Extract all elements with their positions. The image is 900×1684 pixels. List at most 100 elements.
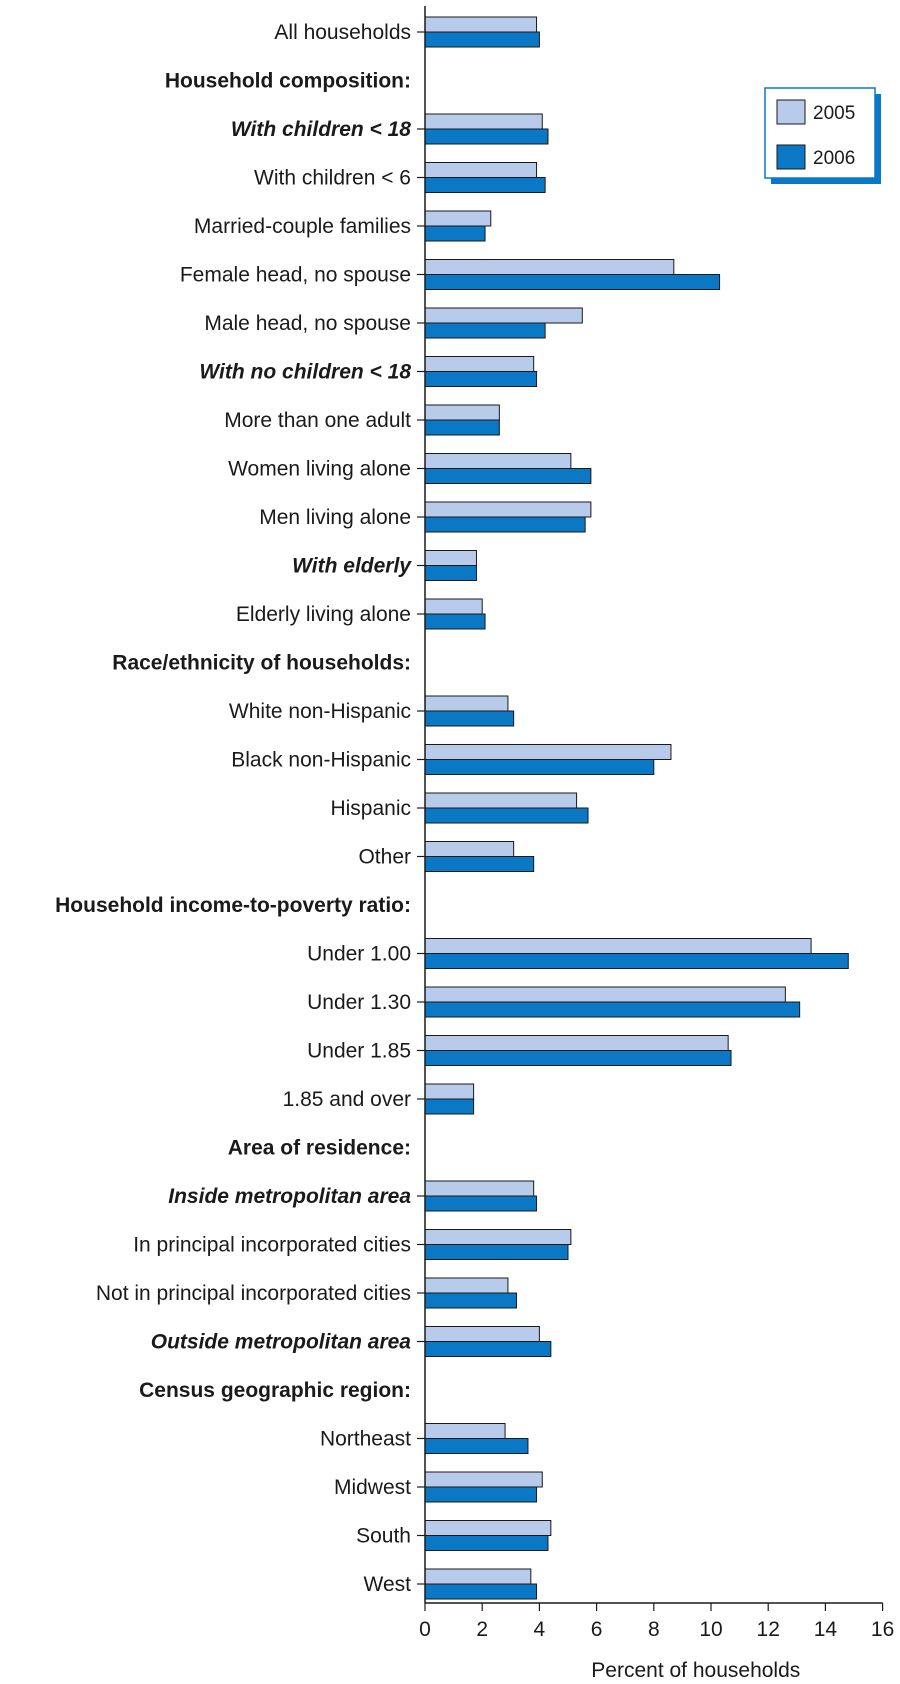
bar-2006-female-head-no-spouse (424, 274, 721, 290)
category-label-under-1-00: Under 1.00 (307, 943, 411, 966)
category-label-white-non-hispanic: White non-Hispanic (229, 700, 411, 723)
bar-2005-with-children-18 (424, 113, 543, 130)
category-label-household-composition: Household composition: (165, 70, 411, 93)
bar-2005-men-living-alone (424, 501, 592, 518)
x-tick-label: 12 (757, 1618, 780, 1641)
bar-2005-women-living-alone (424, 453, 572, 469)
bar-2005-west (424, 1568, 532, 1585)
bar-2005-under-1-30 (424, 986, 786, 1003)
x-tick-label: 8 (648, 1618, 660, 1641)
bar-2006-male-head-no-spouse (424, 322, 546, 339)
category-label-married-couple-families: Married-couple families (194, 215, 411, 238)
bar-2006-northeast (424, 1438, 529, 1454)
bar-2005-other (424, 841, 515, 857)
category-label-with-elderly: With elderly (292, 555, 412, 578)
category-label-census-geographic-region: Census geographic region: (139, 1379, 411, 1402)
bar-2006-south (424, 1535, 549, 1551)
bars-layer (424, 16, 849, 1600)
category-label-with-no-children-18: With no children < 18 (199, 361, 411, 384)
category-label-under-1-85: Under 1.85 (307, 1040, 411, 1063)
category-label-not-in-principal-incorporated-cities: Not in principal incorporated cities (96, 1282, 411, 1305)
x-tick-label: 0 (419, 1618, 431, 1641)
bar-2005-married-couple-families (424, 210, 492, 227)
legend-label-2006: 2006 (813, 148, 855, 169)
category-label-inside-metropolitan-area: Inside metropolitan area (168, 1185, 411, 1208)
bar-2006-white-non-hispanic (424, 710, 515, 727)
category-label-household-income-to-poverty-ratio: Household income-to-poverty ratio: (55, 894, 411, 917)
x-axis: 0 2 4 6 8 10 12 14 16 (417, 6, 894, 1641)
category-label-midwest: Midwest (334, 1476, 411, 1499)
category-label-all-households: All households (274, 21, 411, 44)
category-label-male-head-no-spouse: Male head, no spouse (204, 312, 411, 335)
bar-2005-with-no-children-18 (424, 356, 535, 372)
bar-2005-elderly-living-alone (424, 598, 483, 615)
bar-2005-outside-metropolitan-area (424, 1326, 540, 1342)
bar-2005-under-1-00 (424, 938, 812, 954)
bar-2005-in-principal-incorporated-cities (424, 1229, 572, 1245)
bar-2005-black-non-hispanic (424, 744, 672, 760)
bar-2005-with-children-6 (424, 162, 538, 178)
category-label-race-ethnicity-of-households: Race/ethnicity of households: (112, 652, 411, 675)
category-label-west: West (364, 1573, 412, 1596)
category-label-northeast: Northeast (320, 1428, 411, 1451)
x-tick-label: 10 (699, 1618, 722, 1641)
bar-2006-midwest (424, 1486, 538, 1503)
bar-2005-south (424, 1520, 552, 1536)
bar-2006-men-living-alone (424, 516, 586, 533)
bar-2006-with-children-18 (424, 128, 549, 145)
bar-2006-outside-metropolitan-area (424, 1341, 552, 1357)
bar-2006-with-children-6 (424, 177, 546, 193)
category-label-1-85-and-over: 1.85 and over (283, 1088, 411, 1111)
category-label-with-children-18: With children < 18 (231, 118, 411, 141)
category-label-under-1-30: Under 1.30 (307, 991, 411, 1014)
legend-swatch-2005 (776, 99, 806, 125)
bar-2005-not-in-principal-incorporated-cities (424, 1277, 509, 1294)
legend-label-2005: 2005 (813, 103, 855, 124)
bar-2006-in-principal-incorporated-cities (424, 1244, 569, 1260)
bar-2006-under-1-30 (424, 1001, 801, 1018)
bar-2006-women-living-alone (424, 468, 592, 484)
x-tick-label: 16 (871, 1618, 894, 1641)
bar-2006-elderly-living-alone (424, 613, 486, 630)
x-axis-title: Percent of households (591, 1659, 800, 1682)
category-label-more-than-one-adult: More than one adult (224, 409, 411, 432)
bar-2005-female-head-no-spouse (424, 259, 675, 275)
category-label-hispanic: Hispanic (330, 797, 411, 820)
category-label-female-head-no-spouse: Female head, no spouse (180, 264, 411, 287)
x-tick-label: 2 (476, 1618, 488, 1641)
bar-2006-all-households (424, 31, 540, 48)
bar-2005-1-85-and-over (424, 1083, 475, 1100)
category-label-with-children-6: With children < 6 (254, 167, 411, 190)
category-labels: All households Household composition: With… (55, 21, 412, 1596)
bar-2006-hispanic (424, 807, 589, 824)
bar-2005-more-than-one-adult (424, 404, 500, 421)
bar-2005-under-1-85 (424, 1035, 729, 1051)
bar-2006-west (424, 1583, 538, 1600)
bar-2006-under-1-00 (424, 953, 849, 969)
bar-2005-white-non-hispanic (424, 695, 509, 712)
x-tick-label: 6 (591, 1618, 603, 1641)
bar-2006-1-85-and-over (424, 1098, 475, 1115)
category-label-black-non-hispanic: Black non-Hispanic (231, 749, 411, 772)
bar-2005-with-elderly (424, 550, 477, 566)
category-label-other: Other (358, 846, 411, 869)
category-label-women-living-alone: Women living alone (228, 458, 411, 481)
category-label-outside-metropolitan-area: Outside metropolitan area (151, 1331, 412, 1354)
category-label-elderly-living-alone: Elderly living alone (236, 603, 411, 626)
bar-2006-black-non-hispanic (424, 759, 655, 775)
category-label-area-of-residence: Area of residence: (228, 1137, 411, 1160)
bar-2006-married-couple-families (424, 225, 486, 242)
bar-2006-more-than-one-adult (424, 419, 500, 436)
category-label-men-living-alone: Men living alone (259, 506, 411, 529)
bar-2006-with-elderly (424, 565, 477, 581)
bar-2005-male-head-no-spouse (424, 307, 583, 324)
bar-2005-hispanic (424, 792, 578, 809)
legend-swatch-2006 (776, 144, 806, 170)
legend: 2005 2006 (764, 87, 881, 184)
category-label-south: South (356, 1525, 411, 1548)
x-tick-label: 14 (814, 1618, 838, 1641)
bar-2006-under-1-85 (424, 1050, 732, 1066)
bar-2005-inside-metropolitan-area (424, 1180, 535, 1197)
bar-2006-not-in-principal-incorporated-cities (424, 1292, 518, 1309)
